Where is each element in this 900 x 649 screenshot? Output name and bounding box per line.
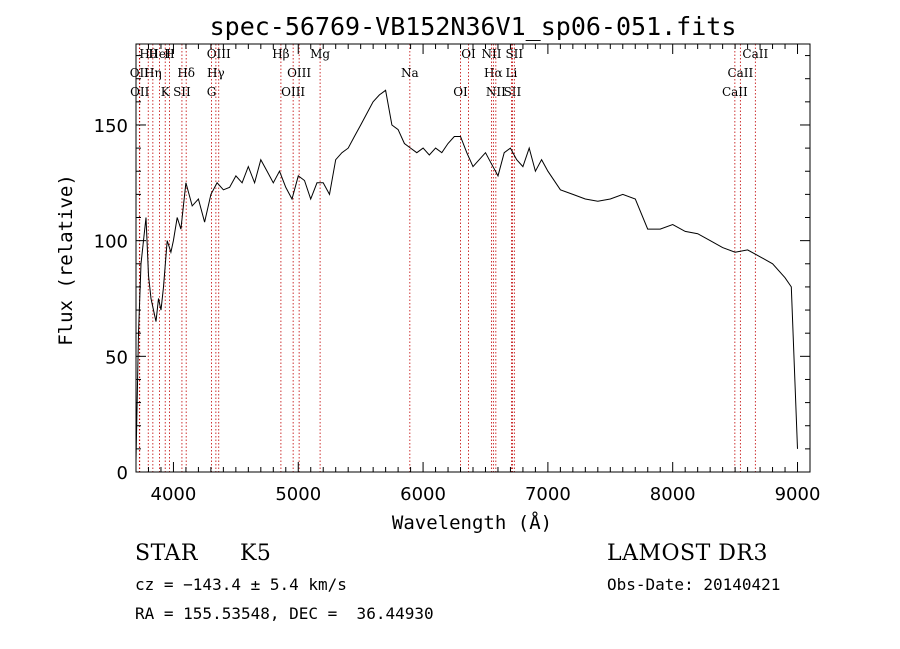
- spectral-line-label: CaII: [727, 66, 753, 80]
- plot-frame: [135, 43, 811, 473]
- ra-dec: RA = 155.53548, DEC = 36.44930: [135, 604, 434, 623]
- spectrum-line: [135, 89, 798, 461]
- y-tick-label: 100: [94, 232, 128, 253]
- spectral-line-label: SII: [504, 85, 522, 99]
- spectral-line-label: NII: [486, 85, 506, 99]
- spectral-line-label: OIII: [207, 47, 231, 61]
- x-tick-label: 4000: [151, 484, 197, 505]
- y-axis-label: Flux (relative): [55, 174, 77, 346]
- spectral-line-label: Hβ: [272, 47, 289, 61]
- spectral-line-markers: HθOIIOIIHeIHηKHHδSIIOIIIHγGHβOIIIOIIIMgN…: [130, 44, 768, 472]
- object-subclass: K5: [240, 541, 272, 566]
- spectral-line-label: K: [161, 85, 171, 99]
- x-tick-label: 5000: [275, 484, 321, 505]
- spectral-line-label: Hη: [144, 66, 162, 80]
- chart-title: spec-56769-VB152N36V1_sp06-051.fits: [210, 12, 737, 41]
- spectral-line-label: HeI: [148, 47, 171, 61]
- spectral-line-label: H: [164, 47, 174, 61]
- spectral-line-label: OI: [461, 47, 476, 61]
- spectral-line-label: OI: [453, 85, 468, 99]
- x-tick-label: 7000: [525, 484, 571, 505]
- spectral-line-label: Hθ: [139, 47, 157, 61]
- spectral-line-label: NII: [481, 47, 501, 61]
- spectral-line-label: Hα: [484, 66, 503, 80]
- y-tick-label: 0: [117, 463, 128, 484]
- x-axis-label: Wavelength (Å): [392, 511, 552, 534]
- spectral-line-label: Mg: [310, 47, 330, 61]
- y-tick-label: 150: [94, 116, 128, 137]
- redshift-cz: cz = −143.4 ± 5.4 km/s: [135, 575, 347, 594]
- spectral-line-label: OII: [130, 85, 150, 99]
- spectral-line-label: SII: [173, 85, 191, 99]
- spectral-line-label: OIII: [281, 85, 305, 99]
- x-tick-label: 9000: [775, 484, 821, 505]
- object-class: STAR: [135, 541, 198, 566]
- spectral-line-label: CaII: [722, 85, 748, 99]
- spectral-line-label: OIII: [287, 66, 311, 80]
- survey-name: LAMOST DR3: [607, 541, 768, 566]
- spectral-line-label: G: [207, 85, 217, 99]
- y-tick-label: 50: [105, 347, 128, 368]
- obs-date: Obs-Date: 20140421: [607, 575, 781, 594]
- x-tick-label: 8000: [650, 484, 696, 505]
- spectral-line-label: SII: [505, 47, 523, 61]
- spectral-line-label: Hγ: [207, 66, 225, 80]
- spectral-line-label: Li: [506, 66, 518, 80]
- spectral-line-label: CaII: [742, 47, 768, 61]
- spectral-line-label: Na: [401, 66, 419, 80]
- spectrum-series: [135, 89, 798, 461]
- x-tick-label: 6000: [400, 484, 446, 505]
- spectral-line-label: Hδ: [177, 66, 195, 80]
- plot-axes: 4000 5000 6000 7000 8000 9000 0 50 100 150: [94, 43, 821, 505]
